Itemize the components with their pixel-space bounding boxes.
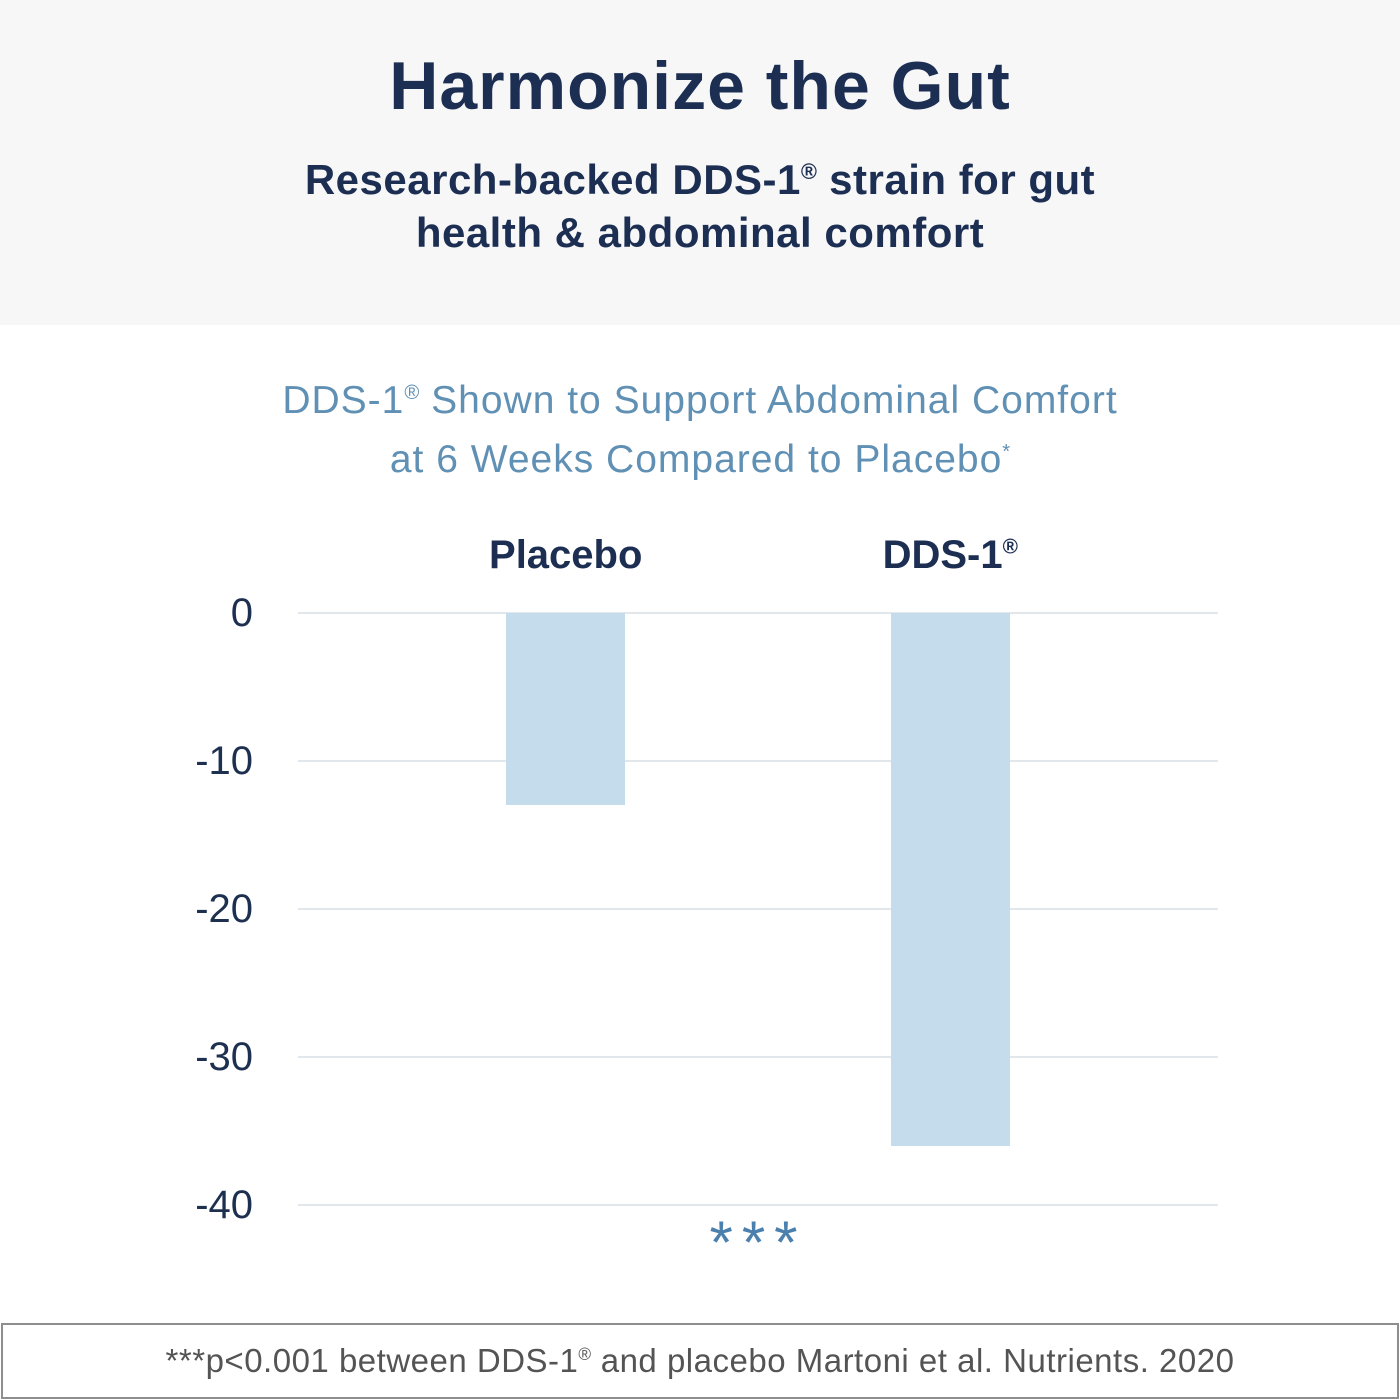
registered-mark: ®	[404, 382, 420, 404]
y-tick-label: 0	[230, 591, 253, 635]
footnote-text: ***p<0.001 between DDS-1® and placebo Ma…	[166, 1342, 1235, 1380]
subtitle-line2: health & abdominal comfort	[415, 208, 985, 256]
significance-marker: ***	[709, 1209, 807, 1276]
footnote-rest: and placebo Martoni et al. Nutrients. 20…	[591, 1342, 1235, 1379]
y-tick-label: -10	[195, 739, 253, 783]
registered-mark: ®	[578, 1344, 592, 1364]
gridline	[298, 1056, 1218, 1058]
registered-mark: ®	[800, 159, 817, 184]
subtitle-line1-text: Research-backed DDS-1	[304, 156, 801, 203]
y-tick-label: -20	[195, 887, 253, 931]
category-label: DDS-1®	[882, 533, 1018, 577]
y-tick-label: -40	[195, 1183, 253, 1227]
header-band: Harmonize the Gut Research-backed DDS-1®…	[0, 0, 1400, 325]
gridline	[298, 908, 1218, 910]
subtitle-line1-rest: strain for gut	[816, 156, 1096, 203]
category-label: Placebo	[489, 533, 643, 577]
footnote-main: p<0.001 between DDS-1	[205, 1342, 579, 1379]
chart-title-line1-text: DDS-1	[282, 379, 405, 422]
page-title: Harmonize the Gut	[389, 48, 1011, 124]
gridline	[298, 612, 1218, 614]
gridline	[298, 1204, 1218, 1206]
y-tick-label: -30	[195, 1035, 253, 1079]
chart-title-line1: DDS-1® Shown to Support Abdominal Comfor…	[0, 372, 1400, 431]
plot-area: *** 0 -10 -20 -30 -40 Placebo DDS-1®	[195, 535, 1218, 1273]
chart-title-line2: at 6 Weeks Compared to Placebo*	[0, 431, 1400, 490]
chart-title-line1-rest: Shown to Support Abdominal Comfort	[419, 379, 1118, 422]
bar-placebo	[506, 613, 626, 806]
gridline	[298, 760, 1218, 762]
footnote-stars: ***	[165, 1342, 206, 1379]
page-subtitle: Research-backed DDS-1® strain for gut he…	[250, 154, 1150, 260]
asterisk-footnote-mark: *	[1002, 440, 1011, 463]
chart-title: DDS-1® Shown to Support Abdominal Comfor…	[0, 372, 1400, 489]
footnote-box: ***p<0.001 between DDS-1® and placebo Ma…	[1, 1323, 1399, 1399]
chart-title-line2-text: at 6 Weeks Compared to Placebo	[389, 437, 1003, 481]
bar-dds1	[890, 613, 1010, 1146]
